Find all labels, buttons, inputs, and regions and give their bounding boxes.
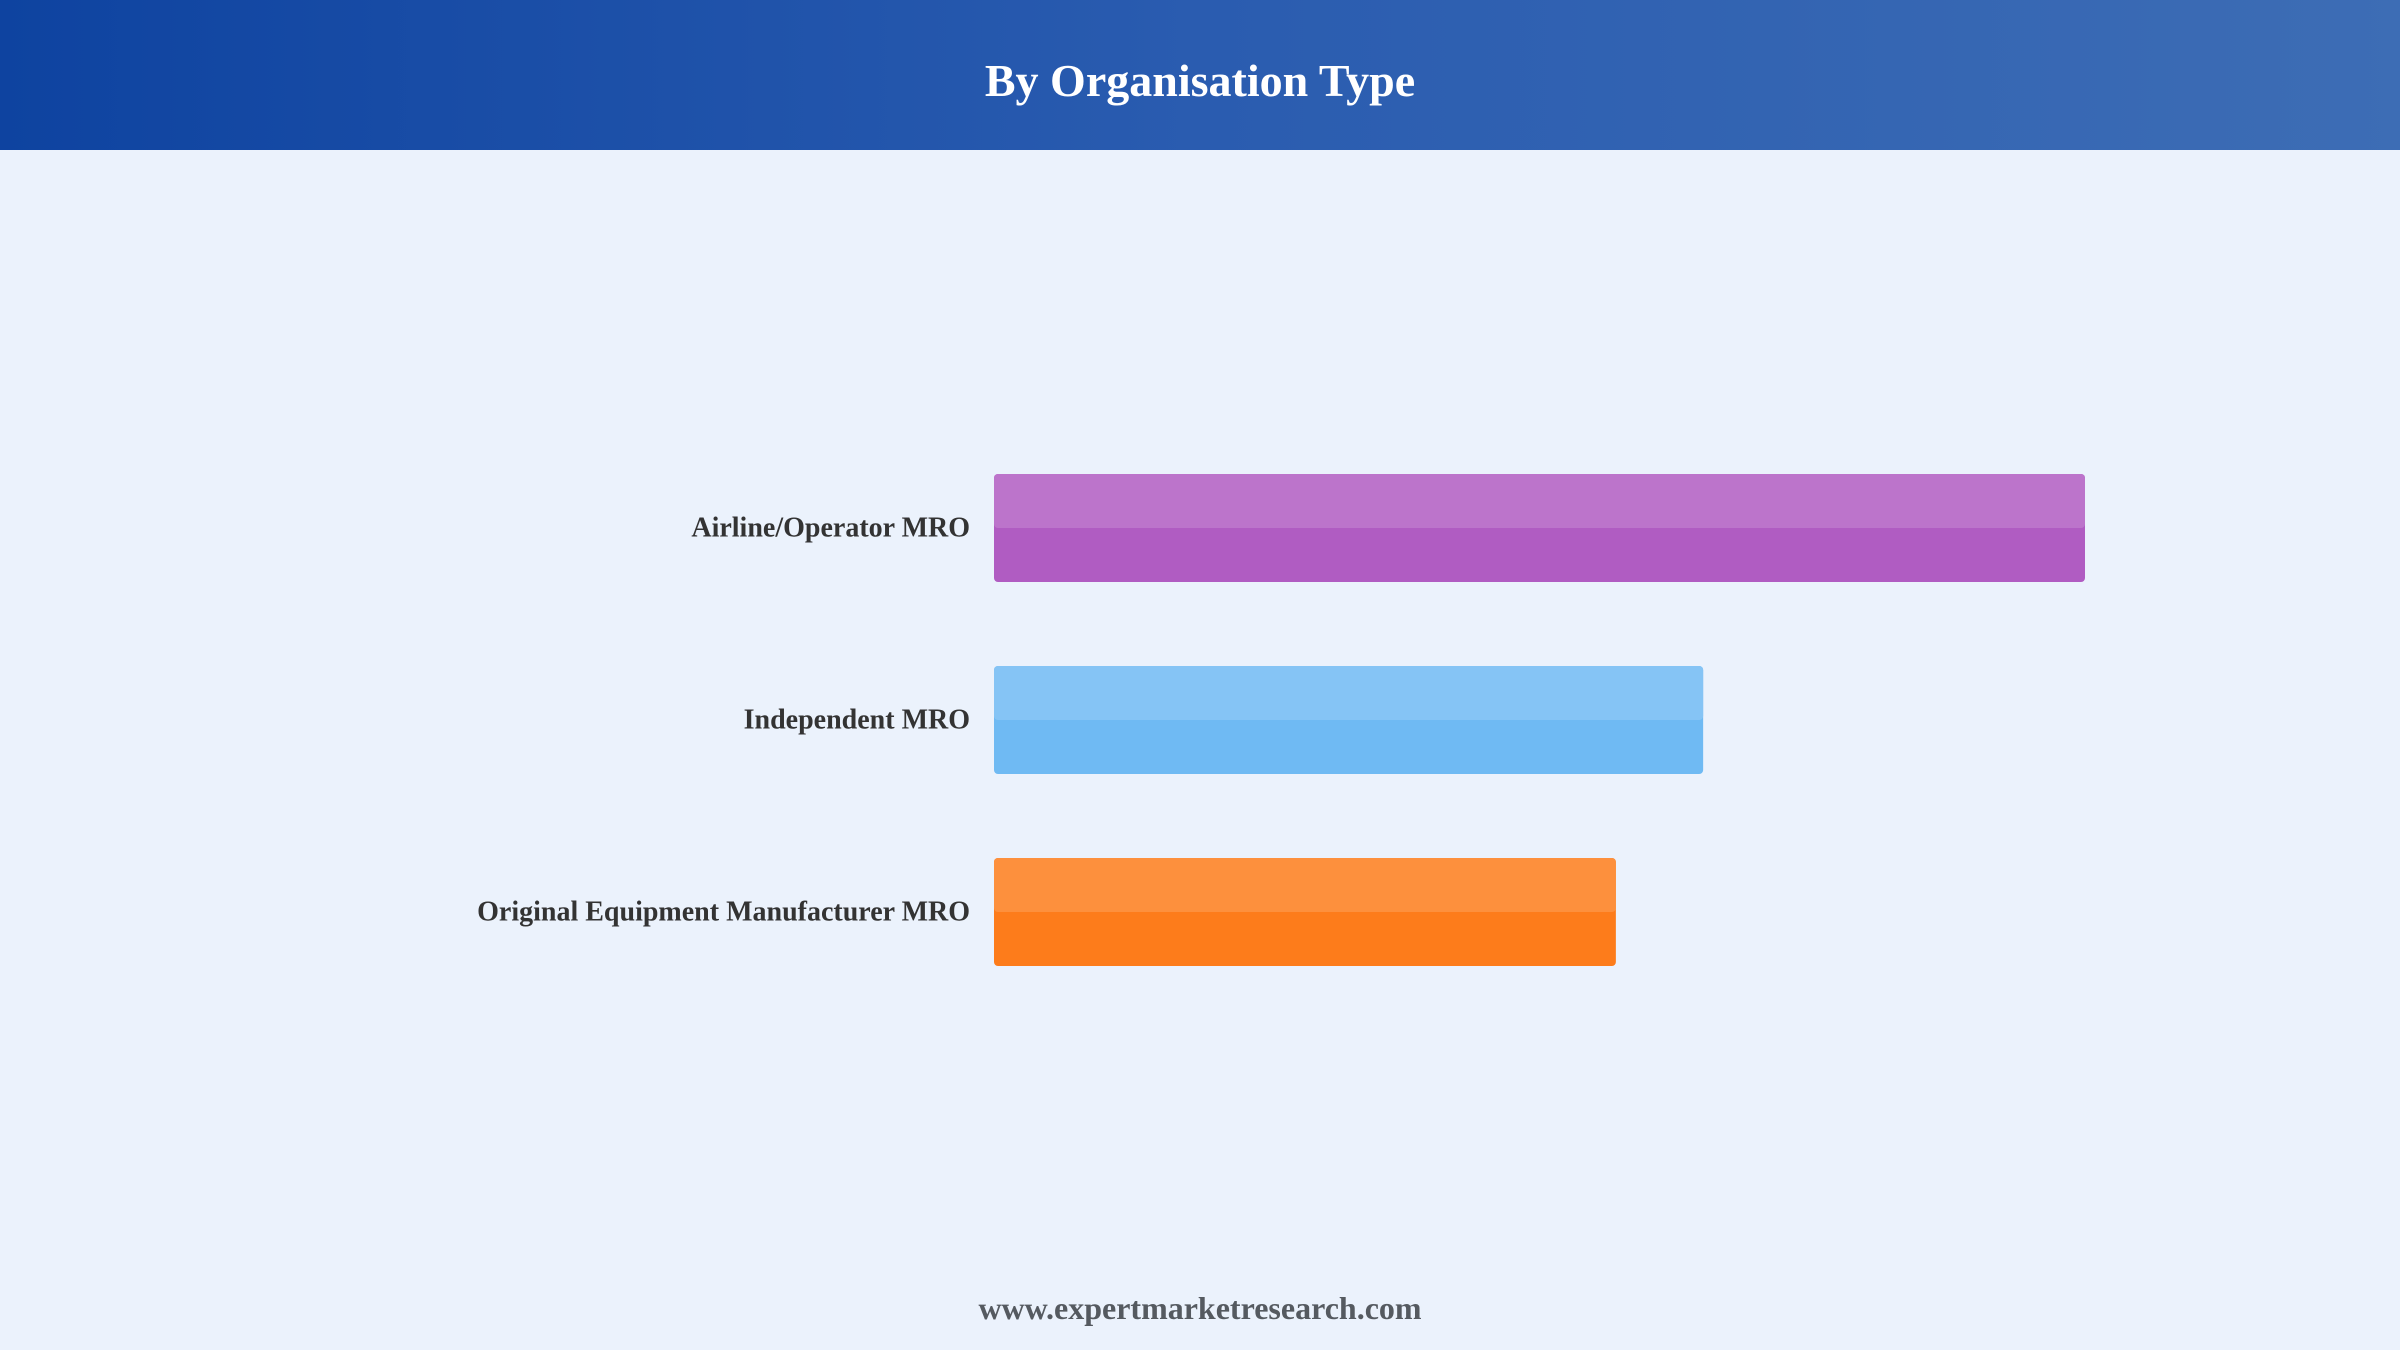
footer-website: www.expertmarketresearch.com [978,1290,1422,1326]
bar-group-0: Airline/Operator MRO [691,474,2085,582]
bar-highlight-2 [994,858,1616,912]
chart-title: By Organisation Type [984,55,1416,106]
header-banner [0,0,2400,150]
bar-group-1: Independent MRO [744,666,1704,774]
category-label-2: Original Equipment Manufacturer MRO [477,897,970,928]
bar-group-2: Original Equipment Manufacturer MRO [477,858,1616,966]
bar-highlight-0 [994,474,2085,528]
bar-highlight-1 [994,666,1704,720]
category-label-0: Airline/Operator MRO [691,513,970,544]
category-label-1: Independent MRO [744,705,970,736]
